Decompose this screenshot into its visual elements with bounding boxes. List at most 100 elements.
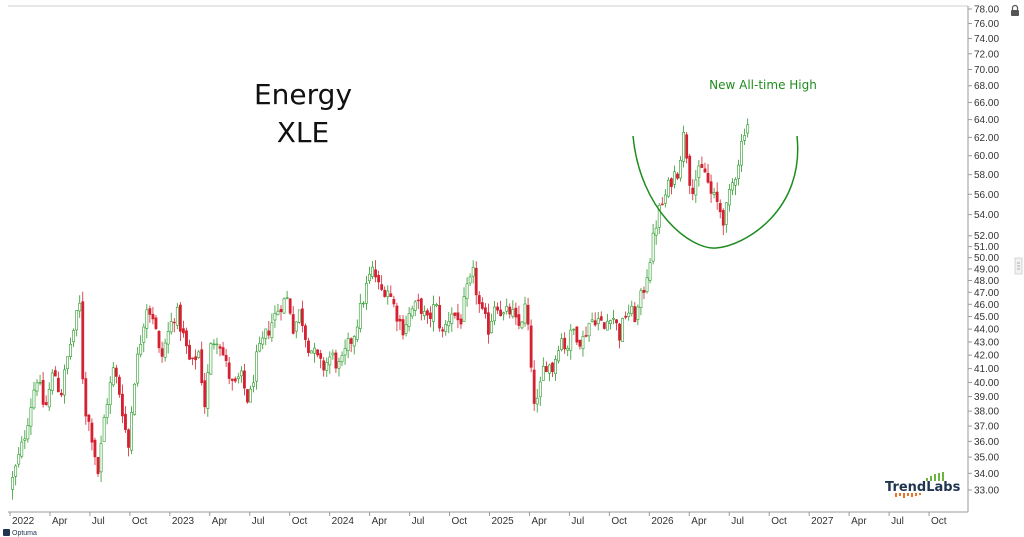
candle-body-down xyxy=(532,369,536,404)
candle xyxy=(160,341,164,363)
candle xyxy=(450,307,454,332)
candle xyxy=(175,303,179,330)
candle xyxy=(355,319,359,343)
candle-body-down xyxy=(529,325,533,368)
candle xyxy=(480,297,484,311)
candle xyxy=(718,199,722,219)
candle xyxy=(206,364,210,417)
candle xyxy=(734,177,737,196)
candle xyxy=(657,203,661,234)
candle xyxy=(316,349,320,358)
candle-body-up xyxy=(468,276,472,284)
candle-body-down xyxy=(316,349,320,356)
candle-body-down xyxy=(508,306,512,315)
candle-body-up xyxy=(596,318,600,325)
candle xyxy=(648,258,652,284)
candle-body-up xyxy=(404,324,408,334)
candle xyxy=(490,313,493,334)
candle xyxy=(633,301,637,323)
candle xyxy=(87,414,91,432)
candle-body-up xyxy=(639,290,643,308)
x-tick-label: Apr xyxy=(691,516,707,527)
candle-body-up xyxy=(35,382,39,392)
candle-body-up xyxy=(102,417,106,442)
candle-body-up xyxy=(209,343,213,375)
candle xyxy=(212,339,216,350)
candle xyxy=(252,374,255,393)
candle xyxy=(66,356,69,375)
candle xyxy=(584,326,588,338)
candle xyxy=(654,220,658,245)
candle-body-down xyxy=(200,349,204,384)
candle-body-up xyxy=(11,477,15,490)
candle-body-down xyxy=(517,314,521,326)
candle xyxy=(465,277,469,307)
candle-body-up xyxy=(447,321,451,327)
candle-body-down xyxy=(93,439,97,458)
candle-body-down xyxy=(426,310,429,316)
candle-body-up xyxy=(63,369,66,396)
candle-body-up xyxy=(465,283,469,300)
candle-body-up xyxy=(746,124,750,134)
y-tick-label: 47.00 xyxy=(974,288,999,299)
candle-body-up xyxy=(328,356,332,366)
y-tick-label: 66.00 xyxy=(974,98,999,109)
candle xyxy=(471,260,475,284)
candle xyxy=(715,182,719,210)
candle xyxy=(246,389,249,404)
candle-body-down xyxy=(483,307,487,314)
candle-body-down xyxy=(688,155,692,186)
candle-body-down xyxy=(124,413,127,430)
candle-body-down xyxy=(660,203,664,206)
candle xyxy=(529,319,533,373)
x-tick-label: Apr xyxy=(531,516,547,527)
candle xyxy=(148,305,152,323)
candle-body-up xyxy=(666,179,670,197)
candle-body-down xyxy=(685,134,689,159)
candle xyxy=(685,131,689,164)
candle-body-up xyxy=(682,132,686,162)
candle-body-up xyxy=(343,348,347,356)
candle xyxy=(108,376,112,415)
y-tick-label: 56.00 xyxy=(974,190,999,201)
candle-body-up xyxy=(282,298,286,314)
candle-body-down xyxy=(459,318,463,325)
candle-body-down xyxy=(474,267,478,296)
candle-body-up xyxy=(731,182,734,191)
candle-body-up xyxy=(130,412,133,451)
candle xyxy=(508,303,512,319)
candle-body-down xyxy=(456,312,460,321)
candle xyxy=(96,456,100,477)
y-tick-label: 74.00 xyxy=(974,34,999,45)
candle xyxy=(111,362,115,387)
candle xyxy=(377,270,381,290)
candle xyxy=(563,332,567,354)
candle xyxy=(746,118,750,138)
candle-body-down xyxy=(221,347,225,356)
candle xyxy=(520,321,524,330)
candle-body-up xyxy=(261,337,265,345)
optuma-logo-icon xyxy=(3,529,10,536)
candle-body-down xyxy=(148,308,152,315)
lock-icon[interactable] xyxy=(1011,4,1019,17)
candle-body-down xyxy=(188,344,191,360)
candle-body-down xyxy=(203,380,207,408)
candle xyxy=(130,406,133,455)
candle xyxy=(441,326,445,338)
y-tick-label: 62.00 xyxy=(974,133,999,144)
candle xyxy=(239,366,243,383)
candle xyxy=(361,301,365,308)
candle xyxy=(38,374,42,386)
candle xyxy=(194,349,198,370)
candle-body-down xyxy=(288,298,292,314)
candle-body-up xyxy=(630,305,634,314)
candle-body-up xyxy=(557,350,560,362)
candle xyxy=(56,371,60,393)
scroll-handle[interactable] xyxy=(1014,257,1023,275)
candle-body-up xyxy=(69,344,72,357)
y-tick-label: 46.00 xyxy=(974,300,999,311)
candle-body-up xyxy=(358,303,362,329)
candle xyxy=(325,357,329,377)
candle-body-up xyxy=(432,304,435,322)
candle xyxy=(72,328,76,348)
